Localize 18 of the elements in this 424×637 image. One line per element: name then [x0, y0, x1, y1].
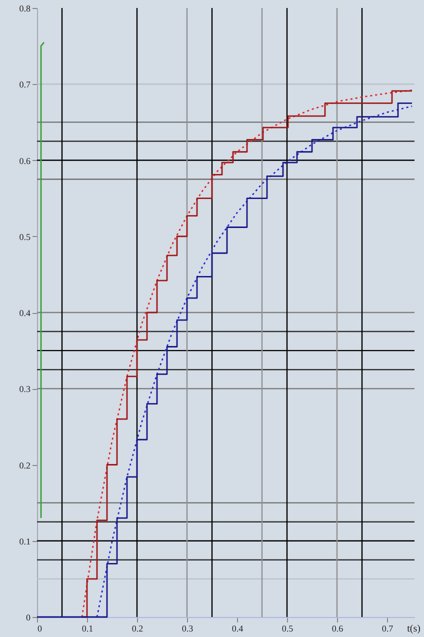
x-tick-label: 0.3	[182, 624, 194, 634]
y-tick-label: 0.1	[19, 536, 30, 546]
y-tick-label: 0	[26, 612, 31, 622]
x-tick-label: 0	[38, 624, 42, 634]
y-tick-label: 0.6	[19, 156, 31, 166]
x-tick-label: 0.7	[382, 624, 394, 634]
x-tick-label: 0.2	[132, 624, 144, 634]
y-tick-label: 0.2	[19, 460, 30, 470]
x-tick-label: 0.1	[82, 624, 94, 634]
x-tick-label: 0.4	[232, 624, 244, 634]
x-axis-title: t(s)	[407, 624, 420, 634]
y-tick-label: 0.7	[19, 80, 31, 90]
y-tick-label: 0.4	[19, 308, 31, 318]
y-tick-label: 0.3	[19, 384, 31, 394]
y-tick-label: 0.5	[19, 232, 31, 242]
x-tick-label: 0.5	[282, 624, 294, 634]
y-tick-label: 0.8	[19, 4, 31, 14]
x-tick-label: 0.6	[332, 624, 344, 634]
